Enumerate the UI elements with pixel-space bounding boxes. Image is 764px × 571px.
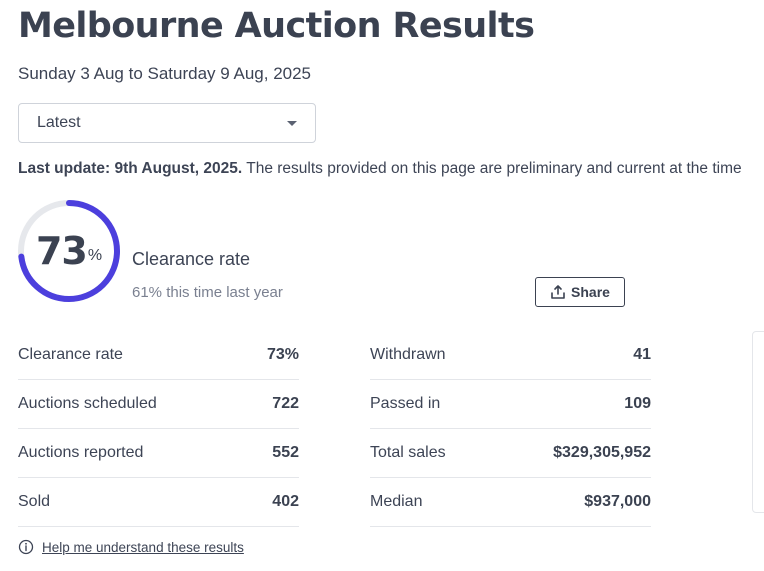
stat-value: 552 (272, 444, 299, 461)
stat-value: $937,000 (584, 493, 651, 510)
stat-row: Total sales $329,305,952 (370, 429, 651, 478)
stat-row: Clearance rate 73% (18, 331, 299, 380)
stat-label: Auctions scheduled (18, 395, 157, 412)
help-link[interactable]: Help me understand these results (42, 539, 244, 555)
clearance-percent-unit: % (87, 247, 103, 264)
stat-label: Clearance rate (18, 346, 123, 363)
stat-value: 73% (266, 346, 299, 363)
last-update-text: Last update: 9th August, 2025. The resul… (18, 160, 742, 178)
stat-row: Median $937,000 (370, 478, 651, 527)
stat-label: Auctions reported (18, 444, 144, 461)
stat-label: Median (370, 493, 423, 510)
date-range: Sunday 3 Aug to Saturday 9 Aug, 2025 (18, 64, 312, 83)
chevron-down-icon (287, 120, 297, 126)
share-label: Share (571, 284, 610, 300)
stat-row: Sold 402 (18, 478, 299, 527)
stats-left-column: Clearance rate 73% Auctions scheduled 722 … (18, 331, 299, 527)
clearance-gauge-value: 73% (16, 198, 122, 304)
stat-value: 402 (272, 493, 299, 510)
side-panel-edge (752, 331, 764, 513)
clearance-last-year: 61% this time last year (132, 284, 283, 301)
period-select-value: Latest (37, 114, 81, 131)
stat-row: Auctions reported 552 (18, 429, 299, 478)
stat-row: Passed in 109 (370, 380, 651, 429)
clearance-rate-label: Clearance rate (132, 249, 251, 269)
page-title: Melbourne Auction Results (18, 6, 535, 46)
stat-value: 722 (272, 395, 299, 412)
stat-value: $329,305,952 (553, 444, 651, 461)
share-upload-icon (551, 285, 565, 299)
stat-label: Sold (18, 493, 51, 510)
stat-row: Withdrawn 41 (370, 331, 651, 380)
info-circle-icon (18, 539, 34, 555)
stat-label: Passed in (370, 395, 441, 412)
last-update-date: Last update: 9th August, 2025. (18, 160, 243, 177)
stat-row: Auctions scheduled 722 (18, 380, 299, 429)
period-select[interactable]: Latest (18, 103, 316, 143)
stat-value: 41 (633, 346, 651, 363)
clearance-percent: 73 (35, 229, 88, 273)
stats-right-column: Withdrawn 41 Passed in 109 Total sales $329… (370, 331, 651, 527)
share-button[interactable]: Share (535, 277, 625, 307)
stat-label: Withdrawn (370, 346, 446, 363)
last-update-note: The results provided on this page are pr… (242, 160, 742, 177)
stat-label: Total sales (370, 444, 446, 461)
gauge-arc (18, 200, 120, 302)
clearance-gauge (18, 200, 120, 302)
help-link-row: Help me understand these results (18, 539, 244, 555)
stat-value: 109 (624, 395, 651, 412)
